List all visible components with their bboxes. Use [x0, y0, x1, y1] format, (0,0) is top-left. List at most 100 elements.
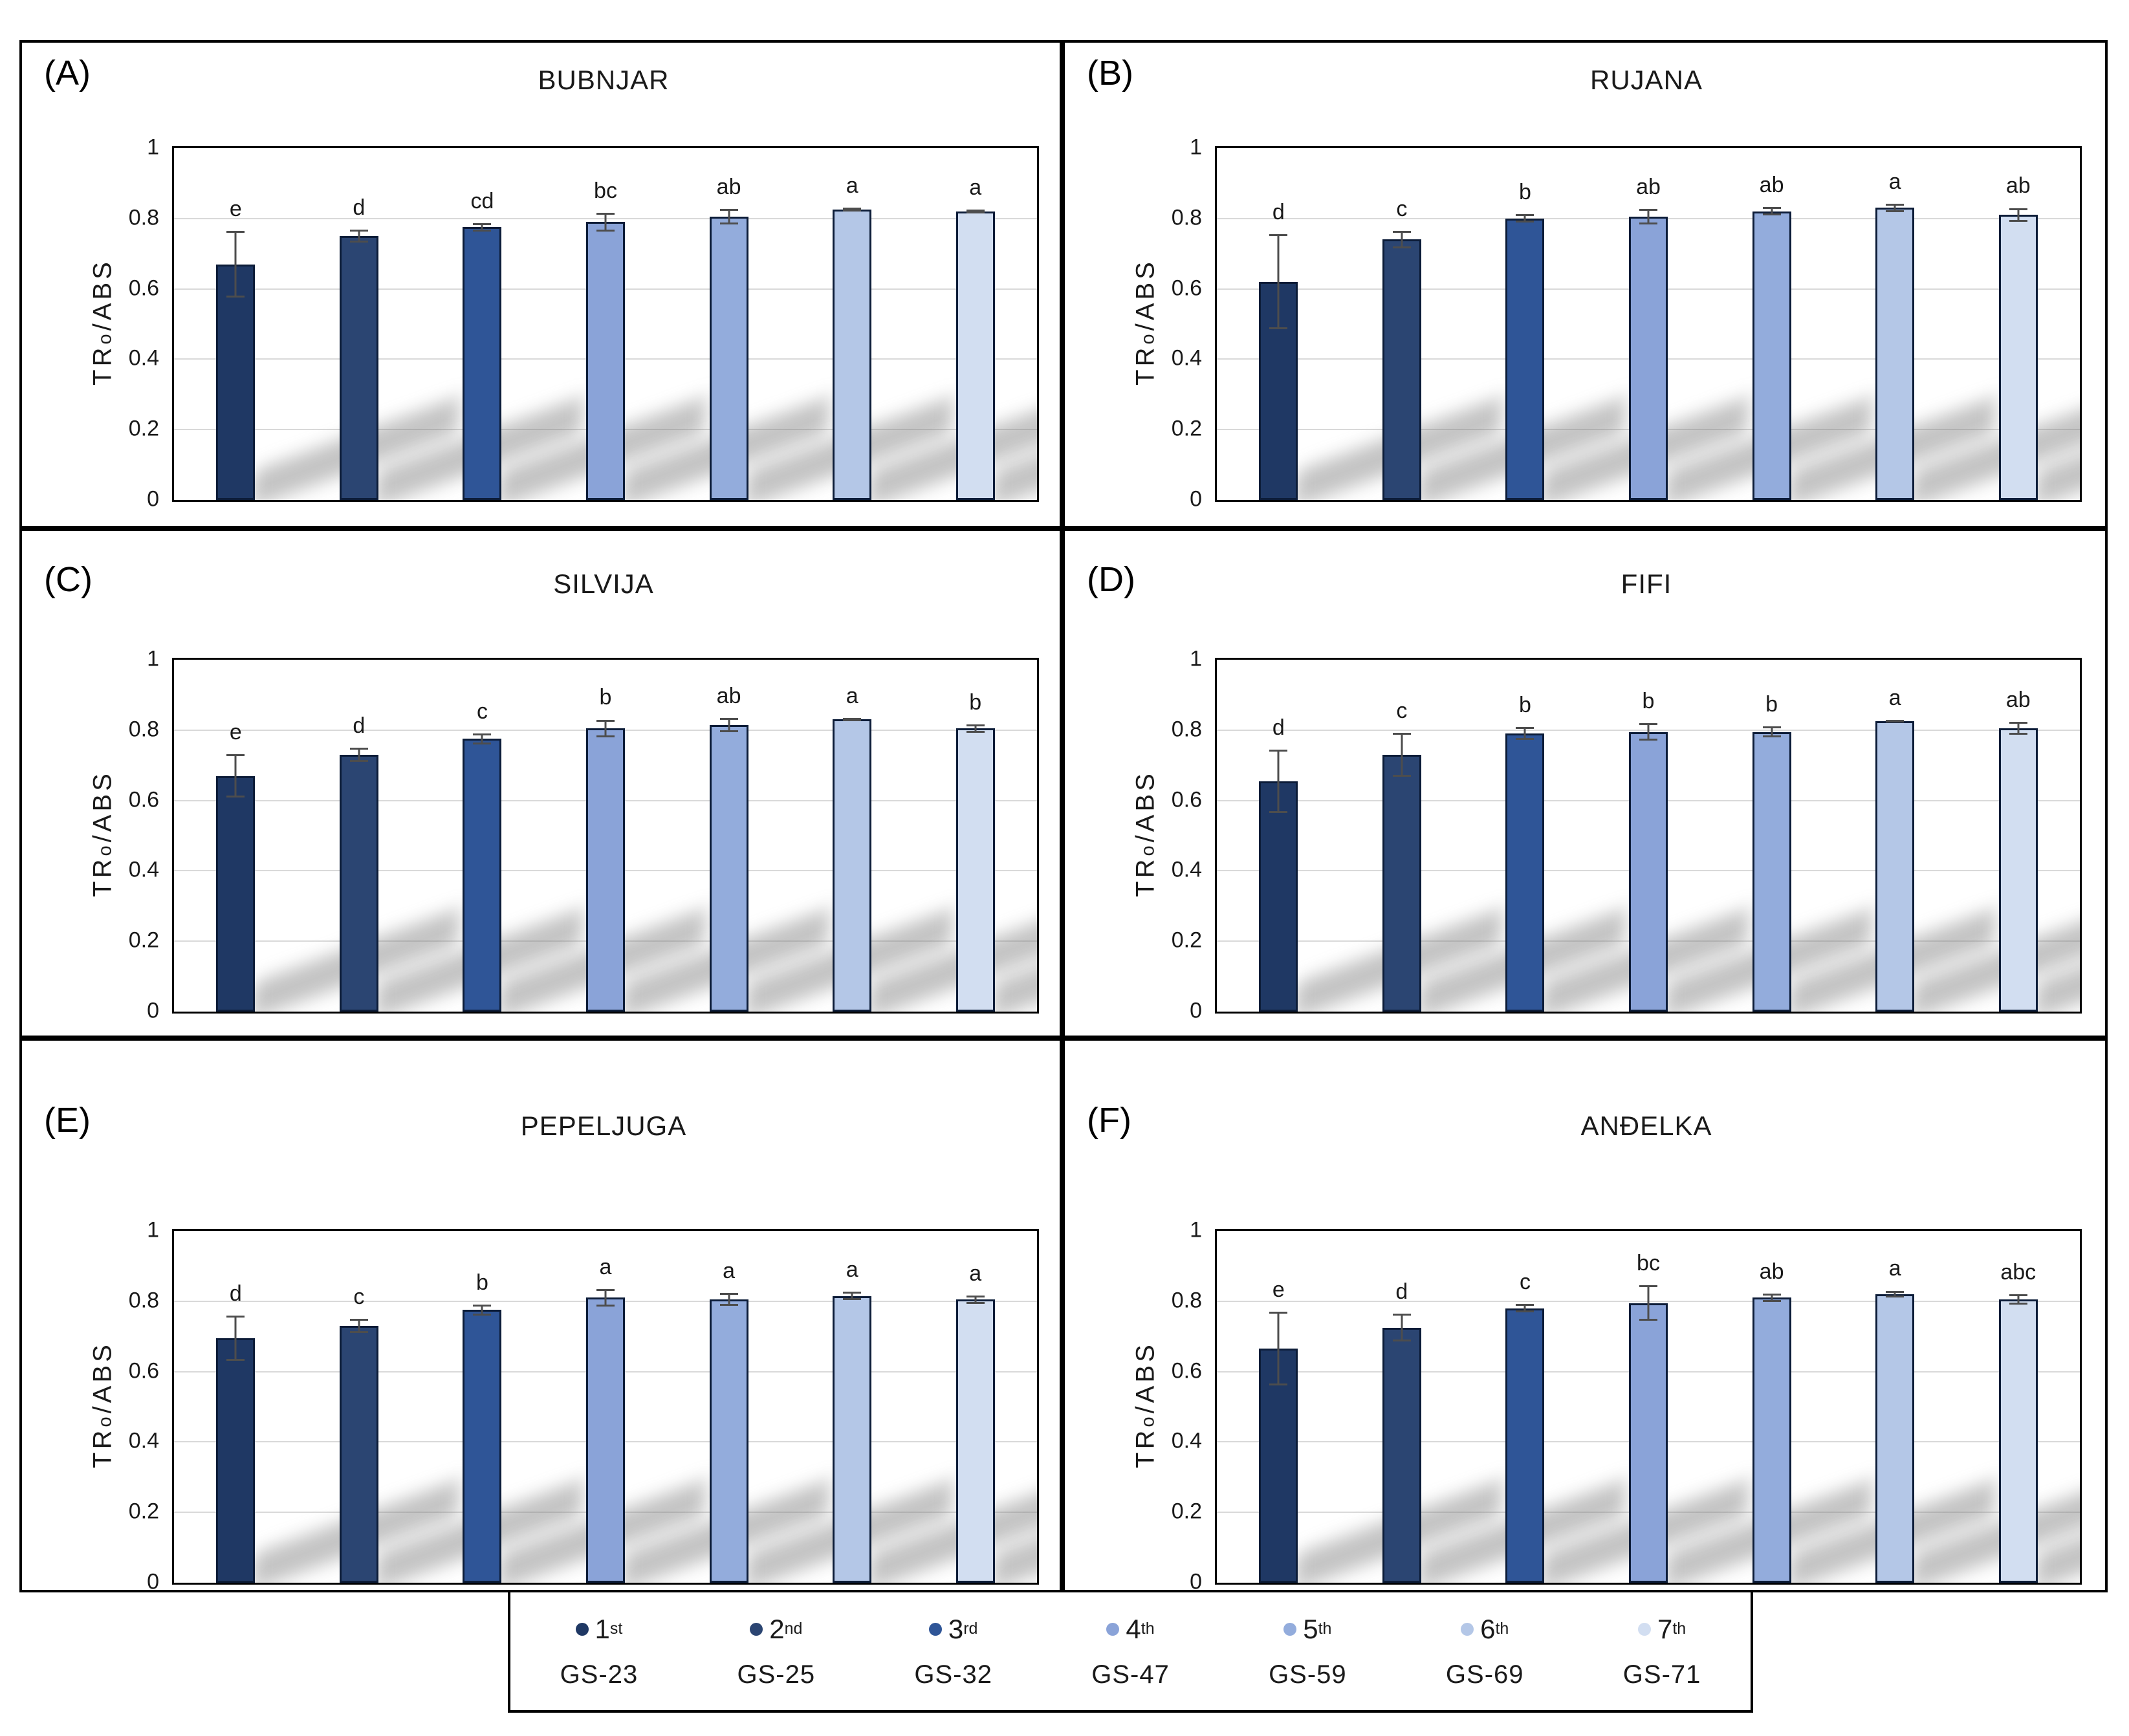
error-bar-bottom-cap [719, 222, 738, 225]
significance-letter: ab [1759, 1259, 1784, 1284]
bar-cell: d [298, 148, 583, 500]
y-tick-label: 0.2 [128, 928, 159, 953]
error-bar-bottom-cap [966, 730, 985, 733]
error-bar-bottom-cap [473, 229, 492, 232]
error-bar-stem [974, 209, 977, 214]
error-bar-stem [481, 222, 483, 232]
error-bar-bottom-cap [1392, 246, 1411, 249]
bar-cell: c [298, 1231, 583, 1583]
error-bar [1269, 749, 1288, 813]
significance-letter: ab [2005, 173, 2031, 199]
y-tick-label: 0 [147, 998, 159, 1023]
significance-letter: c [1396, 196, 1408, 221]
bar-cell: c [1340, 148, 1626, 500]
bar [1998, 1299, 2038, 1583]
bar [586, 728, 626, 1012]
significance-letter: ab [716, 683, 741, 708]
error-bar-stem [1894, 203, 1896, 213]
significance-letter: a [599, 1254, 612, 1279]
bar-group: e d c b [174, 660, 1037, 1012]
error-bar [596, 719, 615, 737]
bar-group: d c b a [174, 1231, 1037, 1583]
legend-ordinal-suffix: rd [963, 1620, 978, 1638]
bar [1382, 754, 1421, 1012]
bar [709, 217, 748, 500]
error-bar [1762, 726, 1781, 737]
error-bar-stem [2017, 722, 2020, 735]
legend-marker-dot [1106, 1622, 1120, 1636]
y-tick-label: 0.8 [1171, 205, 1202, 230]
significance-letter: c [1396, 698, 1408, 723]
significance-letter: a [846, 173, 858, 198]
bar-cell: bc [544, 148, 830, 500]
bar [586, 222, 626, 500]
error-bar-bottom-cap [1392, 775, 1411, 777]
bar-cell: b [913, 660, 1037, 1012]
panel-letter: (B) [1087, 54, 1133, 92]
error-bar-bottom-cap [1762, 213, 1781, 216]
bar [1875, 721, 1915, 1012]
error-bar-bottom-cap [1392, 1340, 1411, 1342]
error-bar [1886, 1290, 1905, 1298]
error-bar-bottom-cap [1639, 739, 1658, 741]
error-bar [966, 209, 985, 214]
error-bar-bottom-cap [473, 1313, 492, 1316]
error-bar-bottom-cap [843, 210, 862, 212]
bar-cell: c [1463, 1231, 1749, 1583]
plot-area: d c b a [172, 1229, 1039, 1585]
bar-cell: ab [1710, 148, 1996, 500]
error-bar [1269, 1312, 1288, 1386]
bar-cell: ab [1956, 660, 2080, 1012]
bar-cell: b [544, 660, 830, 1012]
significance-letter: d [353, 195, 366, 221]
legend-gs-label: GS-32 [914, 1660, 992, 1689]
error-bar-bottom-cap [473, 742, 492, 744]
error-bar [226, 1315, 245, 1362]
error-bar [349, 230, 368, 243]
error-bar-stem [481, 1305, 483, 1316]
bar [1382, 239, 1421, 500]
error-bar-bottom-cap [2009, 732, 2027, 735]
bar-cell: ab [1956, 148, 2080, 500]
bar-cell: bc [1587, 1231, 1873, 1583]
bar [1505, 218, 1545, 500]
significance-letter: b [599, 685, 612, 710]
bar [1752, 1297, 1791, 1583]
significance-letter: c [476, 699, 488, 724]
bar-cell: a [791, 1231, 1037, 1583]
bar-cell: a [1833, 148, 2080, 500]
bar [955, 728, 995, 1012]
error-bar [843, 207, 862, 212]
bar [216, 776, 256, 1012]
bar-cell: a [913, 148, 1037, 500]
legend-ordinal-suffix: th [1495, 1620, 1509, 1638]
panel-letter: (C) [44, 560, 93, 599]
bar-group: e d c bc [1217, 1231, 2080, 1583]
bar-cell: abc [1956, 1231, 2080, 1583]
y-tick-label: 0 [1190, 998, 1202, 1023]
bar [339, 754, 378, 1012]
error-bar [719, 1293, 738, 1306]
panel-letter: (E) [44, 1101, 91, 1140]
chart-panel: (E) PEPELJUGA TRo/ABS d c b [19, 1038, 1062, 1594]
plot-area: d c b b [1215, 658, 2082, 1014]
error-bar-stem [1523, 1304, 1526, 1313]
error-bar-stem [1523, 214, 1526, 223]
significance-letter: ab [2005, 688, 2031, 713]
bar [586, 1297, 626, 1583]
y-axis-label-o: o [94, 331, 116, 345]
error-bar-bottom-cap [1516, 221, 1534, 223]
y-tick-label: 0.8 [1171, 1288, 1202, 1313]
error-bar-bottom-cap [1269, 810, 1288, 813]
bar [1875, 1294, 1915, 1583]
error-bar-stem [1401, 732, 1403, 777]
y-tick-label: 0.2 [1171, 416, 1202, 441]
error-bar-stem [234, 1315, 237, 1362]
bar [1505, 1308, 1545, 1583]
